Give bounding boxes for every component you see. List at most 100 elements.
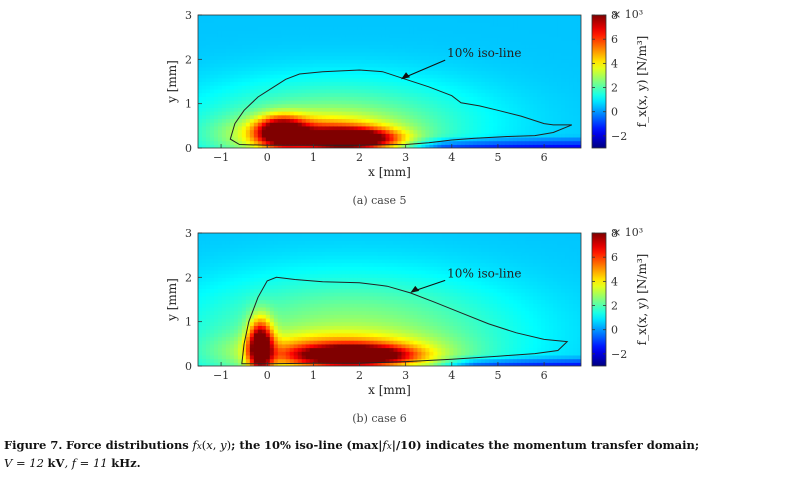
heatmap-cell	[405, 18, 411, 23]
heatmap-cell	[561, 74, 566, 79]
heatmap-cell	[425, 66, 430, 72]
heatmap-cell	[213, 144, 219, 148]
heatmap-cell	[201, 354, 207, 360]
heatmap-cell	[469, 133, 474, 138]
heatmap-cell	[573, 63, 578, 68]
heatmap-cell	[261, 299, 267, 304]
heatmap-cell	[297, 122, 303, 127]
heatmap-cell	[397, 33, 403, 38]
heatmap-cell	[217, 15, 223, 20]
heatmap-cell	[309, 85, 315, 90]
heatmap-cell	[249, 66, 255, 72]
heatmap-cell	[453, 63, 458, 68]
heatmap-cell	[529, 118, 534, 123]
heatmap-cell	[261, 136, 267, 142]
heatmap-cell	[505, 22, 510, 27]
heatmap-cell	[517, 66, 522, 72]
heatmap-cell	[357, 92, 363, 97]
heatmap-cell	[501, 88, 506, 94]
heatmap-cell	[389, 77, 395, 83]
heatmap-cell	[461, 85, 466, 90]
heatmap-cell	[213, 277, 219, 282]
heatmap-cell	[533, 122, 538, 127]
heatmap-cell	[517, 85, 522, 90]
heatmap-cell	[393, 70, 399, 75]
heatmap-cell	[285, 122, 291, 127]
heatmap-cell	[417, 136, 423, 142]
heatmap-cell	[517, 88, 522, 94]
heatmap-cell	[537, 118, 542, 123]
heatmap-cell	[321, 354, 327, 360]
heatmap-cell	[373, 107, 379, 112]
heatmap-cell	[333, 66, 339, 72]
heatmap-cell	[413, 144, 419, 148]
heatmap-cell	[205, 310, 211, 315]
heatmap-cell	[473, 107, 478, 112]
heatmap-cell	[417, 88, 423, 94]
heatmap-cell	[297, 99, 303, 105]
heatmap-cell	[297, 37, 303, 42]
heatmap-cell	[365, 37, 371, 42]
heatmap-cell	[361, 343, 367, 349]
heatmap-cell	[277, 281, 283, 286]
heatmap-cell	[477, 22, 482, 27]
heatmap-cell	[337, 40, 343, 46]
heatmap-cell	[545, 111, 550, 116]
heatmap-cell	[337, 63, 343, 68]
heatmap-cell	[441, 92, 446, 97]
heatmap-cell	[545, 85, 550, 90]
heatmap-cell	[565, 33, 570, 38]
heatmap-cell	[353, 55, 359, 60]
heatmap-cell	[221, 70, 227, 75]
heatmap-cell	[301, 336, 307, 341]
heatmap-cell	[297, 269, 303, 275]
heatmap-cell	[333, 288, 339, 293]
heatmap-cell	[345, 251, 351, 256]
heatmap-cell	[477, 26, 482, 31]
heatmap-cell	[245, 262, 251, 267]
heatmap-cell	[337, 321, 343, 326]
heatmap-cell	[253, 29, 259, 35]
heatmap-cell	[273, 144, 279, 148]
heatmap-cell	[549, 92, 554, 97]
heatmap-cell	[289, 77, 295, 83]
heatmap-cell	[305, 317, 311, 323]
heatmap-cell	[273, 118, 279, 123]
heatmap-cell	[257, 354, 263, 360]
heatmap-cell	[473, 136, 478, 142]
heatmap-cell	[573, 26, 578, 31]
heatmap-cell	[249, 255, 255, 260]
heatmap-cell	[213, 70, 219, 75]
heatmap-cell	[421, 81, 427, 86]
heatmap-cell	[357, 354, 363, 360]
heatmap-cell	[509, 99, 514, 105]
heatmap-cell	[573, 66, 578, 72]
heatmap-cell	[317, 114, 323, 120]
heatmap-cell	[221, 22, 227, 27]
heatmap-cell	[381, 48, 387, 53]
heatmap-cell	[245, 15, 251, 20]
heatmap-cell	[409, 48, 415, 53]
heatmap-cell	[273, 336, 279, 341]
heatmap-cell	[313, 362, 319, 366]
heatmap-cell	[425, 59, 430, 64]
heatmap-cell	[481, 144, 486, 148]
heatmap-cell	[285, 37, 291, 42]
heatmap-cell	[253, 273, 259, 278]
heatmap-cell	[385, 33, 391, 38]
heatmap-cell	[241, 258, 247, 264]
heatmap-cell	[237, 129, 243, 134]
heatmap-cell	[393, 92, 399, 97]
heatmap-cell	[377, 114, 383, 120]
heatmap-cell	[345, 15, 351, 20]
heatmap-cell	[309, 107, 315, 112]
heatmap-cell	[233, 273, 239, 278]
heatmap-cell	[225, 336, 231, 341]
heatmap-cell	[277, 63, 283, 68]
heatmap-cell	[269, 273, 275, 278]
heatmap-cell	[265, 343, 271, 349]
heatmap-cell	[449, 48, 454, 53]
heatmap-cell	[357, 329, 363, 334]
heatmap-cell	[525, 26, 530, 31]
heatmap-cell	[393, 63, 399, 68]
